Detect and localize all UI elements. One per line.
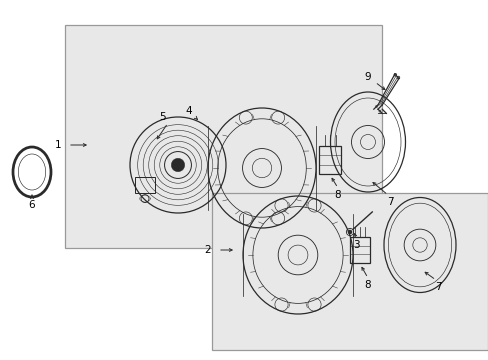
Text: 8: 8 (334, 190, 341, 200)
Text: 4: 4 (185, 106, 192, 116)
Text: 7: 7 (434, 282, 440, 292)
Circle shape (346, 228, 353, 235)
Bar (349, 237, 369, 263)
FancyBboxPatch shape (212, 193, 487, 350)
Text: 3: 3 (352, 240, 359, 250)
FancyBboxPatch shape (65, 25, 381, 248)
Text: 2: 2 (204, 245, 211, 255)
Circle shape (347, 230, 351, 234)
Bar (318, 146, 340, 174)
Circle shape (171, 158, 184, 172)
Text: 9: 9 (364, 72, 370, 82)
Text: 6: 6 (29, 200, 35, 210)
Text: 7: 7 (386, 197, 392, 207)
Text: 1: 1 (55, 140, 61, 150)
Bar (135, 177, 155, 193)
Text: 8: 8 (364, 280, 370, 290)
Text: 5: 5 (159, 112, 165, 122)
